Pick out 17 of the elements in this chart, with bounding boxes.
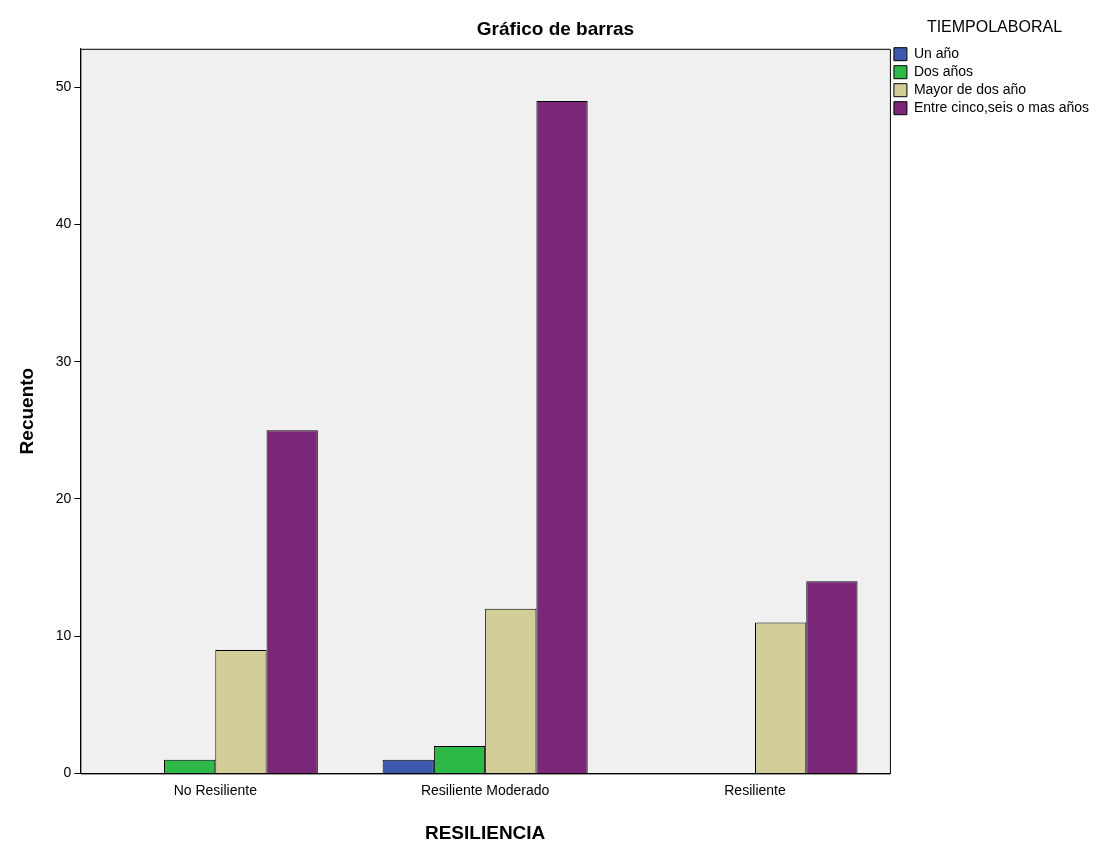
legend-label: Entre cinco,seis o mas años	[913, 99, 1090, 116]
y-tick-label: 0	[63, 764, 72, 781]
x-tick-label: No Resiliente	[173, 781, 258, 798]
legend-label: Un año	[913, 45, 960, 62]
x-tick-label: Resiliente	[724, 781, 786, 798]
y-axis-title: Recuento	[15, 367, 37, 455]
y-tick-label: 30	[55, 352, 72, 369]
y-tick-label: 10	[55, 627, 72, 644]
y-tick-label: 20	[55, 489, 72, 506]
y-tick-label: 40	[55, 215, 72, 232]
legend-title: TIEMPOLABORAL	[926, 18, 1063, 36]
y-tick-label: 50	[55, 78, 72, 95]
chart-title: Gráfico de barras	[476, 17, 635, 39]
legend-label: Mayor de dos año	[913, 81, 1027, 98]
x-tick-label: Resiliente Moderado	[420, 781, 550, 798]
legend-label: Dos años	[913, 63, 974, 80]
x-axis-title: RESILIENCIA	[424, 821, 546, 843]
